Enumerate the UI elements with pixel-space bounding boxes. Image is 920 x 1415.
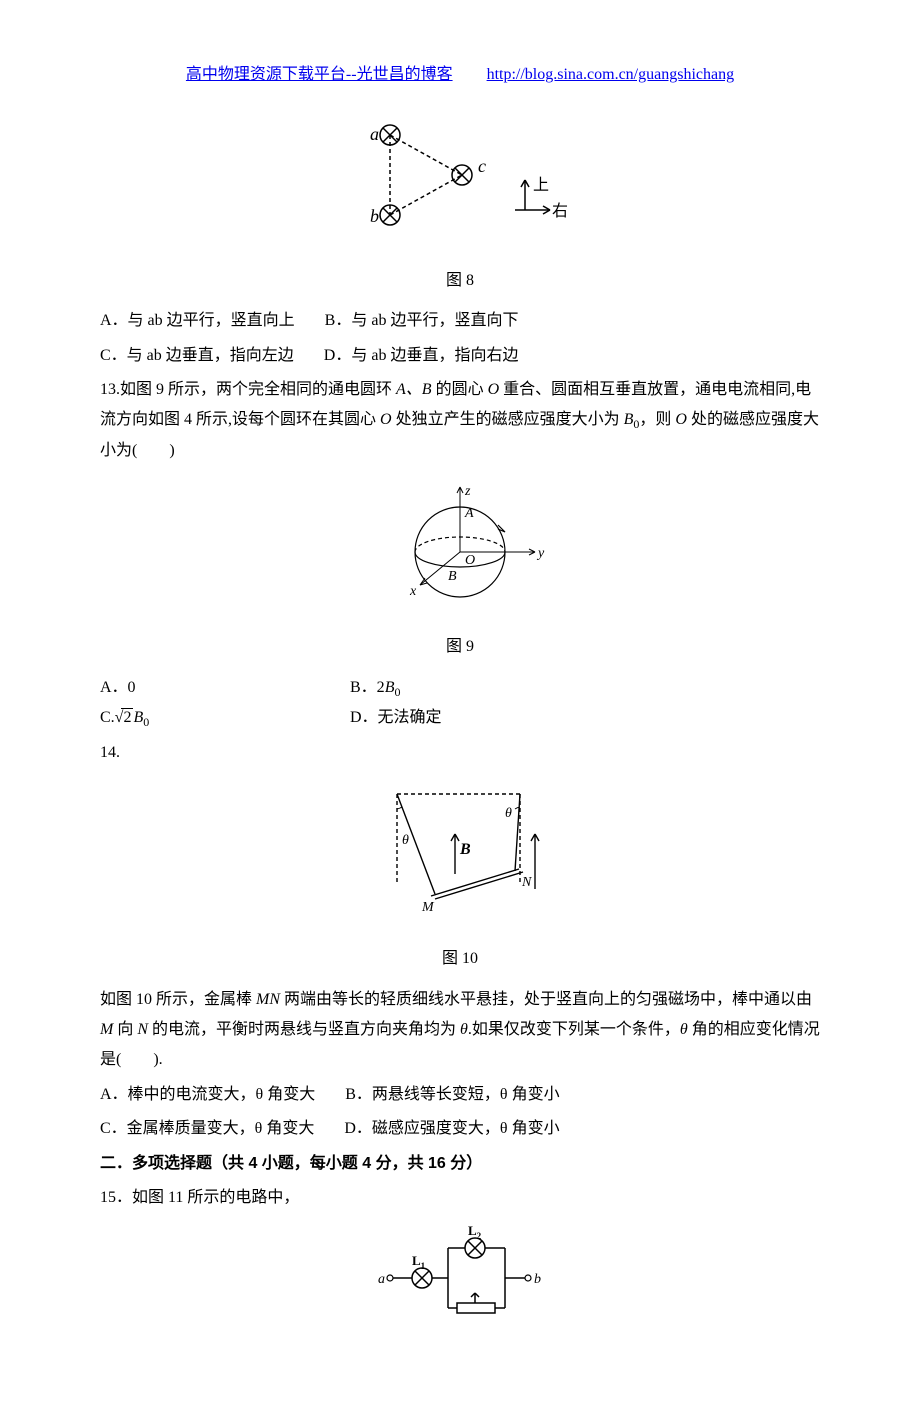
- option-b: B．与 ab 边平行，竖直向下: [325, 306, 519, 336]
- theta-left: θ: [402, 833, 409, 848]
- figure-11: a b L1 L2: [100, 1223, 820, 1344]
- figure-8: a b c 上 右 图 8: [100, 110, 820, 296]
- q14-options-row1: A．棒中的电流变大，θ 角变大 B．两悬线等长变短，θ 角变小: [100, 1080, 820, 1110]
- q14-text: 如图 10 所示，金属棒 MN 两端由等长的轻质细线水平悬挂，处于竖直向上的匀强…: [100, 985, 820, 1076]
- label-a: a: [370, 124, 379, 144]
- option-a: A．与 ab 边平行，竖直向上: [100, 306, 295, 336]
- q13-option-c: C.√2B0: [100, 703, 340, 734]
- q-fig8-options-row1: A．与 ab 边平行，竖直向上 B．与 ab 边平行，竖直向下: [100, 306, 820, 336]
- figure-9: z y x A B O 图 9: [100, 477, 820, 663]
- label-M: M: [421, 900, 435, 915]
- q13-option-a: A．0: [100, 673, 340, 704]
- q14-options-row2: C．金属棒质量变大，θ 角变大 D．磁感应强度变大，θ 角变小: [100, 1114, 820, 1144]
- label-A: A: [464, 506, 474, 521]
- figure-10: θ θ B M N 图 10: [100, 779, 820, 975]
- figure-9-svg: z y x A B O: [370, 477, 550, 617]
- label-O: O: [465, 553, 475, 568]
- label-c: c: [478, 156, 486, 176]
- q14-option-c: C．金属棒质量变大，θ 角变大: [100, 1114, 314, 1144]
- theta-top: θ: [505, 806, 512, 821]
- page-header: 高中物理资源下载平台--光世昌的博客 http://blog.sina.com.…: [100, 60, 820, 90]
- label-b: b: [534, 1272, 541, 1287]
- option-d: D．与 ab 边垂直，指向右边: [324, 341, 519, 371]
- label-B-field: B: [459, 841, 471, 858]
- label-B: B: [448, 569, 457, 584]
- q13-option-b: B．2B0: [350, 673, 820, 704]
- label-a: a: [378, 1272, 385, 1287]
- figure-10-caption: 图 10: [100, 944, 820, 974]
- label-b: b: [370, 206, 379, 226]
- figure-8-caption: 图 8: [100, 266, 820, 296]
- header-link-blog[interactable]: 高中物理资源下载平台--光世昌的博客: [186, 66, 453, 83]
- header-link-url[interactable]: http://blog.sina.com.cn/guangshichang: [487, 66, 735, 83]
- q14-option-a: A．棒中的电流变大，θ 角变大: [100, 1080, 315, 1110]
- option-c: C．与 ab 边垂直，指向左边: [100, 341, 294, 371]
- axis-x: x: [409, 584, 417, 599]
- figure-8-svg: a b c 上 右: [350, 110, 570, 250]
- compass-up: 上: [533, 176, 549, 194]
- q14-label: 14.: [100, 738, 820, 768]
- q13-option-d: D．无法确定: [350, 703, 820, 734]
- q13-text: 13.如图 9 所示，两个完全相同的通电圆环 A、B 的圆心 O 重合、圆面相互…: [100, 375, 820, 467]
- axis-z: z: [464, 484, 471, 499]
- page-root: 高中物理资源下载平台--光世昌的博客 http://blog.sina.com.…: [0, 0, 920, 1415]
- q15-text: 15．如图 11 所示的电路中，: [100, 1183, 820, 1213]
- q14-option-b: B．两悬线等长变短，θ 角变小: [345, 1080, 559, 1110]
- figure-10-svg: θ θ B M N: [360, 779, 560, 929]
- q14-option-d: D．磁感应强度变大，θ 角变小: [344, 1114, 559, 1144]
- figure-11-svg: a b L1 L2: [370, 1223, 550, 1333]
- figure-9-caption: 图 9: [100, 632, 820, 662]
- compass-right: 右: [552, 202, 568, 220]
- label-N: N: [521, 875, 532, 890]
- q13-options: A．0 B．2B0 C.√2B0 D．无法确定: [100, 673, 820, 735]
- q-fig8-options-row2: C．与 ab 边垂直，指向左边 D．与 ab 边垂直，指向右边: [100, 341, 820, 371]
- section-2-title: 二．多项选择题（共 4 小题，每小题 4 分，共 16 分）: [100, 1149, 820, 1179]
- axis-y: y: [536, 546, 545, 561]
